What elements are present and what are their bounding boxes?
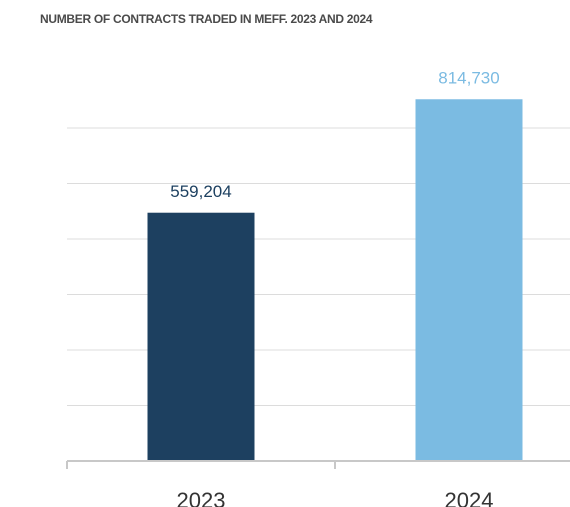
bar [415,99,523,461]
value-label: 559,204 [170,182,231,201]
chart-title: NUMBER OF CONTRACTS TRADED IN MEFF. 2023… [40,12,373,26]
x-tick-label: 2023 [177,488,226,507]
bar [147,212,255,461]
x-tick-label: 2024 [445,488,494,507]
value-label: 814,730 [438,69,499,88]
